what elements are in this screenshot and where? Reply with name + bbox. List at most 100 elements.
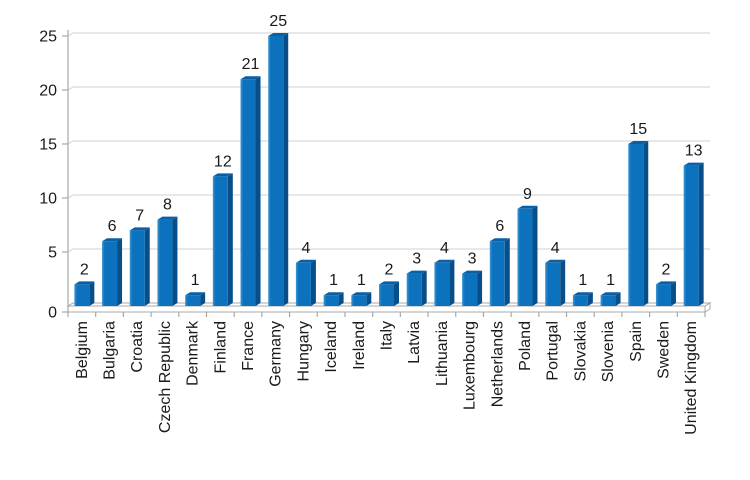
bar-lithuania	[434, 259, 455, 306]
data-label: 1	[578, 272, 587, 289]
y-tick-label: 25	[39, 29, 57, 46]
bar-side-face	[560, 259, 566, 306]
bar-side-face	[532, 205, 538, 306]
data-label: 9	[523, 186, 532, 203]
data-label: 6	[495, 218, 504, 235]
bar-side-face	[449, 259, 455, 306]
bar-front-face	[434, 262, 450, 306]
bar-side-face	[504, 238, 510, 306]
bar-front-face	[655, 284, 671, 306]
x-tick-label: Ireland	[351, 321, 368, 370]
bar-side-face	[89, 281, 95, 306]
bar-ireland	[351, 292, 372, 306]
bar-top-face	[129, 227, 150, 231]
y-tick-label: 5	[48, 245, 57, 262]
bar-top-face	[185, 292, 206, 296]
x-tick-label: Czech Republic	[157, 321, 174, 433]
bar-croatia	[129, 227, 150, 306]
bar-top-face	[628, 141, 649, 144]
y-tick-label: 10	[39, 191, 57, 208]
bar-belgium	[74, 281, 95, 306]
bar-top-face	[268, 33, 289, 36]
bar-side-face	[338, 292, 344, 306]
bar-front-face	[406, 273, 422, 306]
bar-top-face	[600, 292, 621, 296]
x-tick-label: Poland	[517, 321, 534, 371]
data-label: 15	[629, 121, 647, 138]
x-tick-label: Belgium	[74, 321, 91, 379]
data-label: 12	[214, 153, 232, 170]
data-label: 1	[357, 272, 366, 289]
x-tick-label: Finland	[212, 321, 229, 373]
bar-top-face	[157, 216, 178, 220]
bar-side-face	[643, 141, 649, 306]
x-tick-label: Slovenia	[600, 321, 617, 382]
bar-top-face	[655, 281, 676, 285]
bar-front-face	[628, 144, 644, 306]
bar-iceland	[323, 292, 344, 306]
data-label: 8	[163, 197, 172, 214]
data-label: 25	[269, 13, 287, 30]
bar-top-face	[295, 259, 316, 263]
bar-top-face	[572, 292, 593, 296]
bar-finland	[212, 173, 233, 306]
bar-side-face	[615, 292, 621, 306]
y-tick-label: 15	[39, 137, 57, 154]
bar-spain	[628, 141, 649, 306]
x-tick-label: Netherlands	[489, 321, 506, 407]
bar-top-face	[323, 292, 344, 296]
bar-portugal	[545, 259, 566, 306]
bar-slovakia	[572, 292, 593, 306]
bar-top-face	[517, 205, 538, 209]
bar-side-face	[200, 292, 206, 306]
bar-sweden	[655, 281, 676, 306]
x-tick-label: Spain	[628, 321, 645, 362]
bar-side-face	[117, 238, 123, 306]
bar-front-face	[74, 284, 90, 306]
gridline-connector	[67, 86, 74, 91]
bar-front-face	[462, 273, 478, 306]
bar-latvia	[406, 270, 427, 306]
data-label: 3	[412, 251, 421, 268]
x-tick-label: Croatia	[129, 321, 146, 373]
data-label: 3	[468, 251, 477, 268]
bar-italy	[379, 281, 399, 306]
bar-top-face	[240, 76, 261, 80]
data-label: 4	[551, 240, 560, 257]
bar-front-face	[517, 208, 533, 306]
bar-germany	[268, 33, 289, 306]
gridline-connector	[67, 248, 74, 253]
bar-front-face	[572, 295, 588, 306]
bar-top-face	[212, 173, 233, 177]
bar-top-face	[74, 281, 95, 285]
floor-front-face	[67, 305, 706, 313]
bar-front-face	[600, 295, 616, 306]
x-tick-label: Luxembourg	[462, 321, 479, 410]
bar-side-face	[670, 281, 676, 306]
bar-front-face	[102, 241, 118, 306]
bar-top-face	[351, 292, 372, 296]
bar-front-face	[268, 36, 284, 306]
bar-front-face	[323, 295, 339, 306]
bar-front-face	[212, 176, 228, 306]
bar-front-face	[379, 284, 394, 306]
data-label: 2	[662, 261, 671, 278]
bar-side-face	[698, 162, 704, 306]
bar-side-face	[310, 259, 316, 306]
bar-top-face	[683, 162, 704, 166]
bar-poland	[517, 205, 538, 306]
x-tick-label: Denmark	[185, 320, 202, 386]
bar-side-face	[477, 270, 483, 306]
bar-top-face	[545, 259, 566, 263]
bar-top-face	[102, 238, 123, 242]
bar-front-face	[295, 262, 311, 306]
bar-netherlands	[489, 238, 510, 306]
x-tick-label: Slovakia	[572, 321, 589, 382]
floor-side-face	[704, 302, 711, 313]
x-tick-label: Sweden	[655, 321, 672, 379]
bar-front-face	[489, 241, 505, 306]
bar-front-face	[129, 230, 145, 306]
bar-front-face	[683, 165, 699, 306]
